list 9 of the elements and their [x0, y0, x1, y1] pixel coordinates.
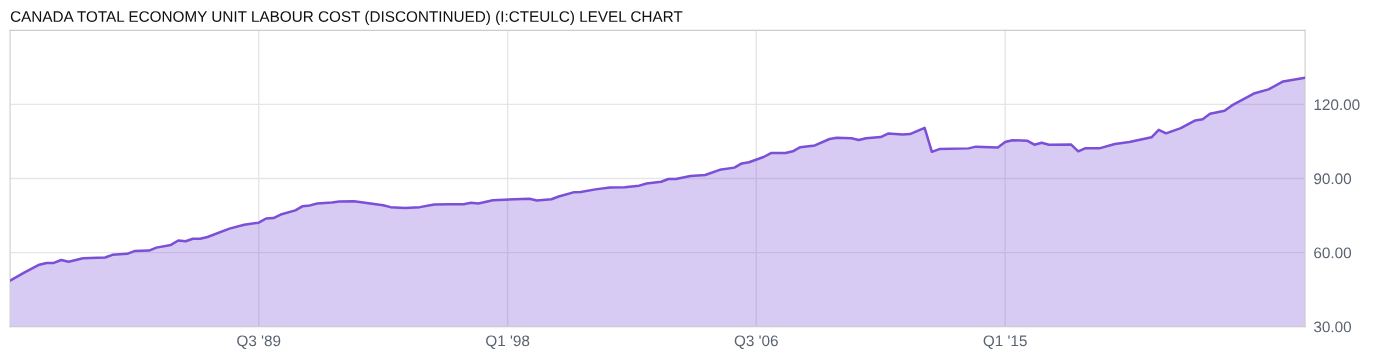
x-tick-label: Q1 '98 [486, 335, 530, 349]
y-tick-label: 90.00 [1314, 173, 1352, 185]
y-tick-label: 60.00 [1314, 247, 1352, 259]
x-tick-label: Q1 '15 [983, 335, 1027, 349]
y-tick-label: 120.00 [1314, 99, 1360, 111]
chart-title: CANADA TOTAL ECONOMY UNIT LABOUR COST (DISCONTINUED) (I:CTEULC) LEVEL CHART [10, 10, 683, 25]
y-tick-label: 30.00 [1314, 321, 1352, 333]
x-tick-label: Q3 '06 [734, 335, 778, 349]
x-tick-label: Q3 '89 [237, 335, 281, 349]
